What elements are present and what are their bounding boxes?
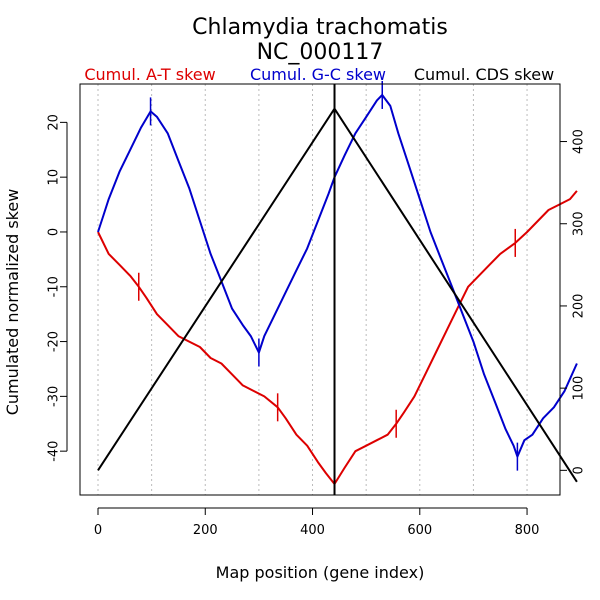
axis-layer: 0 200 400 600 800-40-30-20-10010200100200300… [47,114,587,538]
y-axis-title: Cumulated normalized skew [3,189,22,416]
y-left-tick-label: -40 [47,441,62,462]
x-tick-label: 200 [193,523,218,538]
chart-subtitle: NC_000117 [257,40,384,65]
x-tick-label: 400 [300,523,325,538]
x-axis-title: Map position (gene index) [216,563,425,582]
y-left-tick-label: 10 [47,169,62,186]
y-right-tick-label: 200 [572,294,587,319]
legend-cds-skew: Cumul. CDS skew [414,65,554,84]
y-left-tick-label: -30 [47,386,62,407]
y-right-tick-label: 100 [572,376,587,401]
grid-layer [97,84,528,495]
x-tick-label: 0 [94,523,102,538]
x-tick-label: 800 [515,523,540,538]
legend-at-skew: Cumul. A-T skew [84,65,215,84]
y-left-tick-label: -10 [47,276,62,297]
y-left-tick-label: 20 [47,114,62,131]
y-left-tick-label: 0 [47,228,62,236]
y-left-tick-label: -20 [47,331,62,352]
series-layer [97,80,578,495]
legend-gc-skew: Cumul. G-C skew [250,65,386,84]
y-right-tick-label: 400 [572,129,587,154]
series-line-1 [97,94,578,458]
x-tick-label: 600 [407,523,432,538]
series-line-0 [97,190,578,485]
y-right-tick-label: 0 [572,466,587,474]
chart-title: Chlamydia trachomatis [192,15,448,40]
y-right-tick-label: 300 [572,211,587,236]
